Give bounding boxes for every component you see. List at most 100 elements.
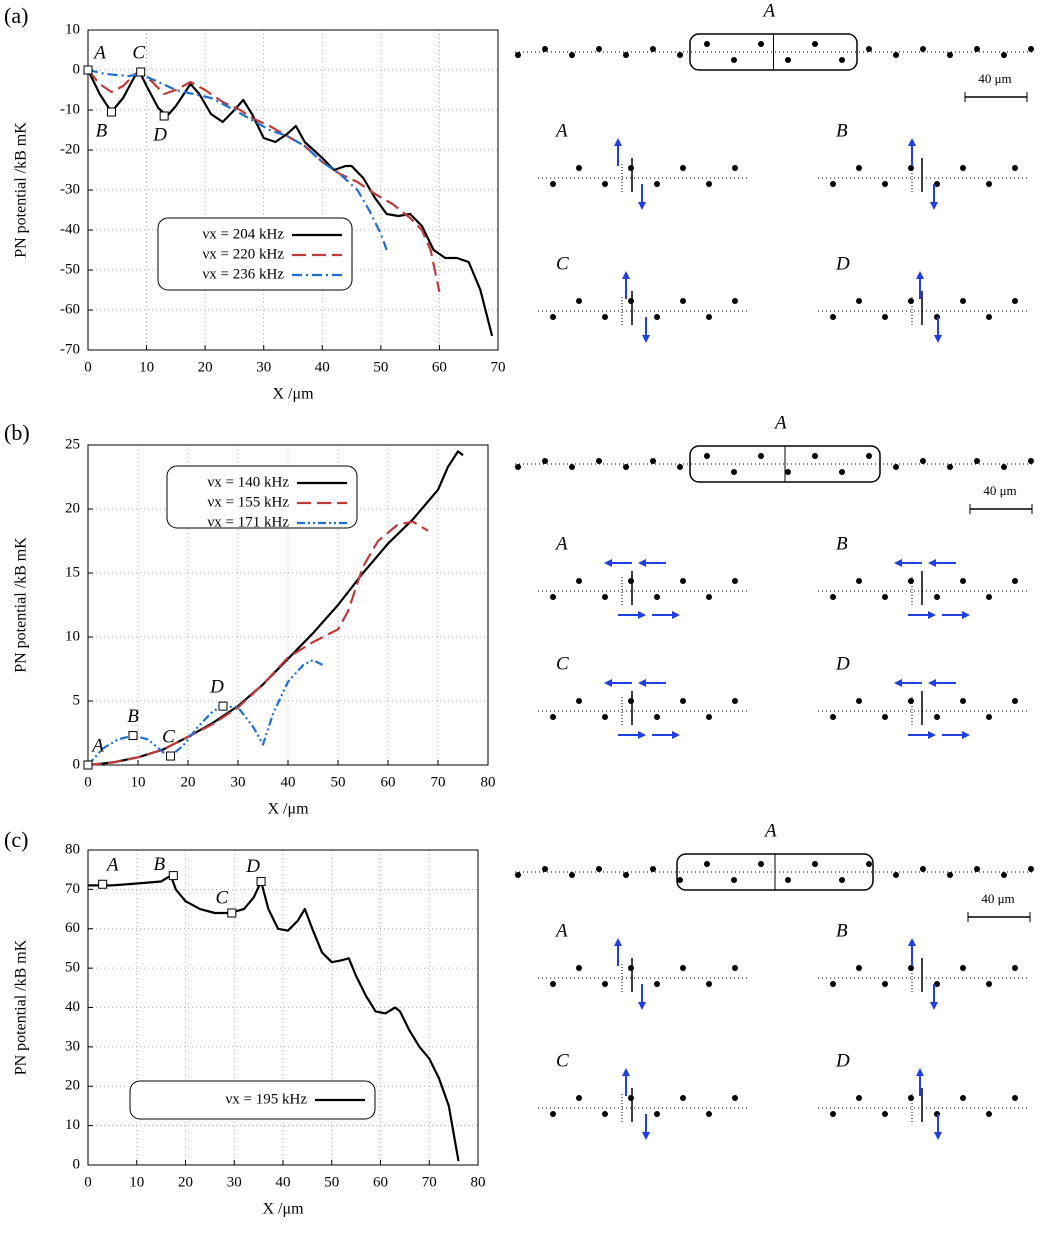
x-tick-label: 0 xyxy=(84,774,92,790)
y-tick-label: -30 xyxy=(60,181,80,197)
x-tick-label: 30 xyxy=(231,774,246,790)
ion xyxy=(785,57,791,63)
ion xyxy=(882,981,888,987)
x-tick-label: 40 xyxy=(315,359,330,375)
ion xyxy=(654,181,660,187)
ion xyxy=(576,165,582,171)
config-label: D xyxy=(835,253,850,274)
y-tick-label: -20 xyxy=(60,141,80,157)
ion xyxy=(856,298,862,304)
y-tick-label: 10 xyxy=(65,628,80,644)
ion xyxy=(602,594,608,600)
ion xyxy=(856,578,862,584)
annotation-marker xyxy=(83,760,93,770)
ion xyxy=(628,298,634,304)
ion xyxy=(830,181,836,187)
ion xyxy=(602,314,608,320)
ion xyxy=(960,298,966,304)
y-tick-label: 0 xyxy=(73,756,81,772)
ion xyxy=(550,1111,556,1117)
y-tick-label: 0 xyxy=(73,1156,81,1172)
ion xyxy=(680,298,686,304)
ion xyxy=(812,41,818,47)
ion xyxy=(947,872,953,878)
config-label: A xyxy=(554,120,568,141)
x-tick-label: 20 xyxy=(178,1174,193,1190)
annotation-label: A xyxy=(105,855,119,876)
legend-box xyxy=(166,465,358,529)
y-tick-label: 10 xyxy=(65,21,80,37)
ion xyxy=(1028,866,1034,872)
y-axis-label: PN potential /kB mK xyxy=(13,122,30,258)
ion xyxy=(908,298,914,304)
ion xyxy=(830,314,836,320)
ion xyxy=(986,1111,992,1117)
ion xyxy=(1012,165,1018,171)
ion xyxy=(628,578,634,584)
ion xyxy=(596,46,602,52)
ion xyxy=(654,314,660,320)
y-tick-label: 70 xyxy=(65,881,80,897)
ion xyxy=(866,861,872,867)
x-tick-label: 10 xyxy=(129,1174,144,1190)
annotation-label: A xyxy=(90,735,104,756)
ion xyxy=(576,578,582,584)
ion xyxy=(704,41,710,47)
ion xyxy=(960,698,966,704)
ion xyxy=(908,1095,914,1101)
legend-label: νx = 171 kHz xyxy=(208,514,290,530)
y-tick-label: 60 xyxy=(65,920,80,936)
ion xyxy=(1028,458,1034,464)
x-tick-label: 50 xyxy=(331,774,346,790)
ion xyxy=(1001,52,1007,58)
x-tick-label: 50 xyxy=(324,1174,339,1190)
ion xyxy=(654,981,660,987)
ion xyxy=(856,1095,862,1101)
y-tick-label: -60 xyxy=(60,301,80,317)
scale-label: 40 μm xyxy=(981,891,1014,906)
ion xyxy=(882,1111,888,1117)
ion xyxy=(893,872,899,878)
ion xyxy=(960,1095,966,1101)
annotation-marker xyxy=(227,908,237,918)
ion xyxy=(732,698,738,704)
annotation-marker xyxy=(256,877,266,886)
ion xyxy=(986,594,992,600)
ion xyxy=(623,52,629,58)
ion xyxy=(1001,872,1007,878)
ion xyxy=(706,594,712,600)
ion xyxy=(974,866,980,872)
x-tick-label: 20 xyxy=(198,359,213,375)
y-axis-label: PN potential /kB mK xyxy=(13,939,30,1075)
ion xyxy=(908,698,914,704)
y-tick-label: 10 xyxy=(65,1117,80,1133)
x-tick-label: 50 xyxy=(373,359,388,375)
ion xyxy=(732,578,738,584)
ion xyxy=(986,181,992,187)
config-label: D xyxy=(835,1050,850,1071)
ion xyxy=(602,981,608,987)
ion xyxy=(882,594,888,600)
config-label: B xyxy=(836,120,848,141)
config-label: B xyxy=(836,533,848,554)
ion xyxy=(934,981,940,987)
ion xyxy=(839,57,845,63)
ion xyxy=(650,46,656,52)
annotation-marker xyxy=(166,751,175,761)
legend-label: νx = 140 kHz xyxy=(208,474,290,490)
ion xyxy=(1012,298,1018,304)
legend-box xyxy=(129,1080,376,1120)
legend-label: νx = 155 kHz xyxy=(208,494,290,510)
annotation-marker xyxy=(168,871,178,881)
ion xyxy=(731,469,737,475)
annotation-label: C xyxy=(132,42,145,63)
ion xyxy=(550,981,556,987)
ion xyxy=(654,594,660,600)
ion xyxy=(706,714,712,720)
series-line xyxy=(87,69,441,293)
ion xyxy=(974,46,980,52)
ion xyxy=(628,698,634,704)
config-label: A xyxy=(554,533,568,554)
ion xyxy=(934,714,940,720)
ion xyxy=(576,1095,582,1101)
